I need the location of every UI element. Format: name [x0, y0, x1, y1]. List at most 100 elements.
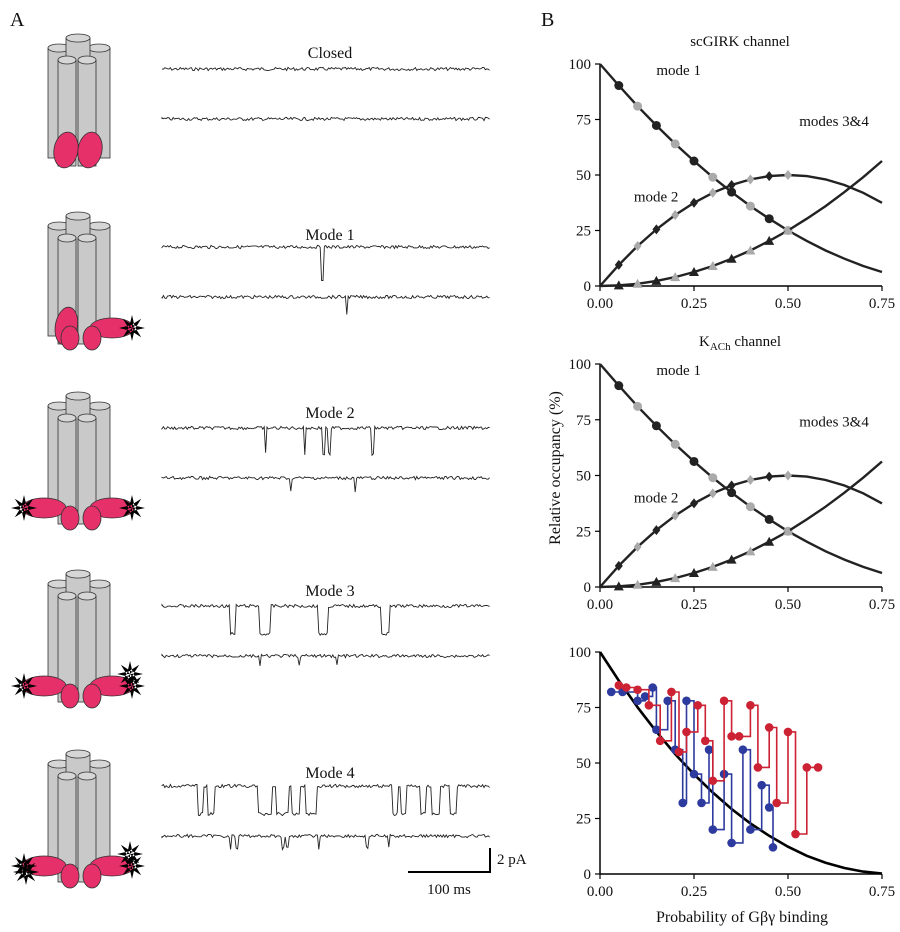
data-point [783, 526, 793, 536]
x-tick-label: 0.50 [775, 884, 801, 900]
data-point [670, 439, 680, 449]
data-point [640, 692, 650, 701]
channel-2 [11, 391, 145, 531]
series-line-0 [599, 363, 883, 575]
mode-title-mode2: Mode 2 [305, 405, 354, 422]
data-point [633, 696, 642, 706]
data-point [708, 488, 717, 499]
data-point [708, 473, 718, 483]
data-point [745, 502, 755, 512]
data-point [726, 253, 737, 263]
x-tick-label: 0.00 [587, 884, 613, 900]
data-point [651, 120, 661, 130]
data-point [765, 171, 774, 182]
model-curve [598, 651, 883, 875]
chart-title: KACh channel [699, 334, 781, 353]
y-tick-label: 0 [584, 279, 592, 295]
data-point [784, 170, 792, 180]
y-tick-label: 0 [584, 867, 592, 883]
data-point [727, 480, 736, 491]
data-point [632, 278, 643, 288]
channel-illustrations [11, 33, 145, 889]
x-tick-label: 0.50 [775, 296, 801, 312]
data-point [734, 732, 744, 741]
x-tick-label: 0.25 [681, 296, 707, 312]
series-label-0: mode 1 [656, 63, 701, 79]
scale-bar-current: 2 pA [497, 852, 527, 868]
data-point [700, 736, 710, 746]
data-point [745, 201, 755, 211]
data-point [727, 488, 737, 498]
current-traces [161, 66, 490, 851]
data-point [719, 696, 729, 706]
x-tick-label: 0.75 [869, 597, 895, 613]
trace-4-a [161, 783, 490, 817]
data-point [689, 567, 699, 577]
data-point [614, 560, 623, 571]
data-point [772, 798, 782, 808]
y-tick-label: 75 [576, 113, 591, 129]
trace-0-a [161, 66, 490, 72]
data-point [757, 780, 766, 790]
y-tick-label: 50 [576, 469, 591, 485]
series-label-2: modes 3&4 [799, 114, 869, 130]
data-point [746, 825, 755, 834]
x-axis-label: Probability of Gβγ binding [656, 909, 828, 926]
y-axis-label: Relative occupancy (%) [547, 391, 564, 545]
y-tick-label: 75 [576, 413, 591, 429]
data-point [707, 561, 718, 571]
data-point [707, 261, 718, 271]
data-point [764, 803, 774, 812]
data-point [708, 825, 718, 834]
data-point [727, 838, 736, 848]
data-point [690, 498, 698, 509]
data-point [614, 259, 623, 270]
y-tick-label: 0 [584, 580, 592, 596]
data-point [644, 700, 654, 710]
data-point [726, 554, 737, 564]
data-point [606, 687, 616, 697]
data-point [708, 776, 718, 786]
data-point [745, 546, 756, 556]
data-point [764, 723, 774, 732]
data-point [613, 280, 624, 290]
data-point [693, 700, 703, 710]
data-point [689, 456, 699, 466]
data-point [746, 700, 755, 710]
data-point [655, 736, 665, 746]
data-point [727, 732, 736, 741]
panel-b-label: B [541, 9, 554, 31]
data-point [689, 267, 699, 277]
data-point [651, 275, 662, 285]
chart-kach: 0.00 0.25 0.50 0.75 0 25 50 75 100 KACh channel mo… [569, 334, 896, 613]
data-point [671, 510, 680, 521]
data-point [783, 727, 793, 737]
data-point [689, 156, 699, 166]
y-tick-label: 25 [576, 224, 591, 240]
data-point [633, 685, 642, 695]
data-point [765, 471, 774, 482]
data-point [745, 245, 756, 255]
series-line-0 [599, 63, 883, 274]
data-point [632, 579, 643, 589]
data-point [784, 470, 792, 481]
trace-3-b [161, 653, 490, 666]
data-point [682, 696, 691, 706]
y-tick-label: 25 [576, 812, 591, 828]
y-tick-label: 25 [576, 524, 591, 540]
data-point [704, 745, 714, 754]
series-line-1 [599, 474, 883, 588]
data-point [614, 381, 624, 391]
data-point [670, 139, 680, 149]
series-label-1: mode 2 [634, 490, 679, 506]
data-point [764, 514, 774, 524]
data-point [791, 829, 800, 839]
data-point [648, 683, 657, 692]
data-point [652, 725, 661, 734]
scale-bar: 2 pA 100 ms [408, 848, 527, 898]
data-point [746, 474, 755, 485]
x-tick-label: 0.75 [869, 296, 895, 312]
data-point [764, 536, 775, 546]
data-point [652, 525, 661, 536]
data-point [633, 241, 642, 252]
